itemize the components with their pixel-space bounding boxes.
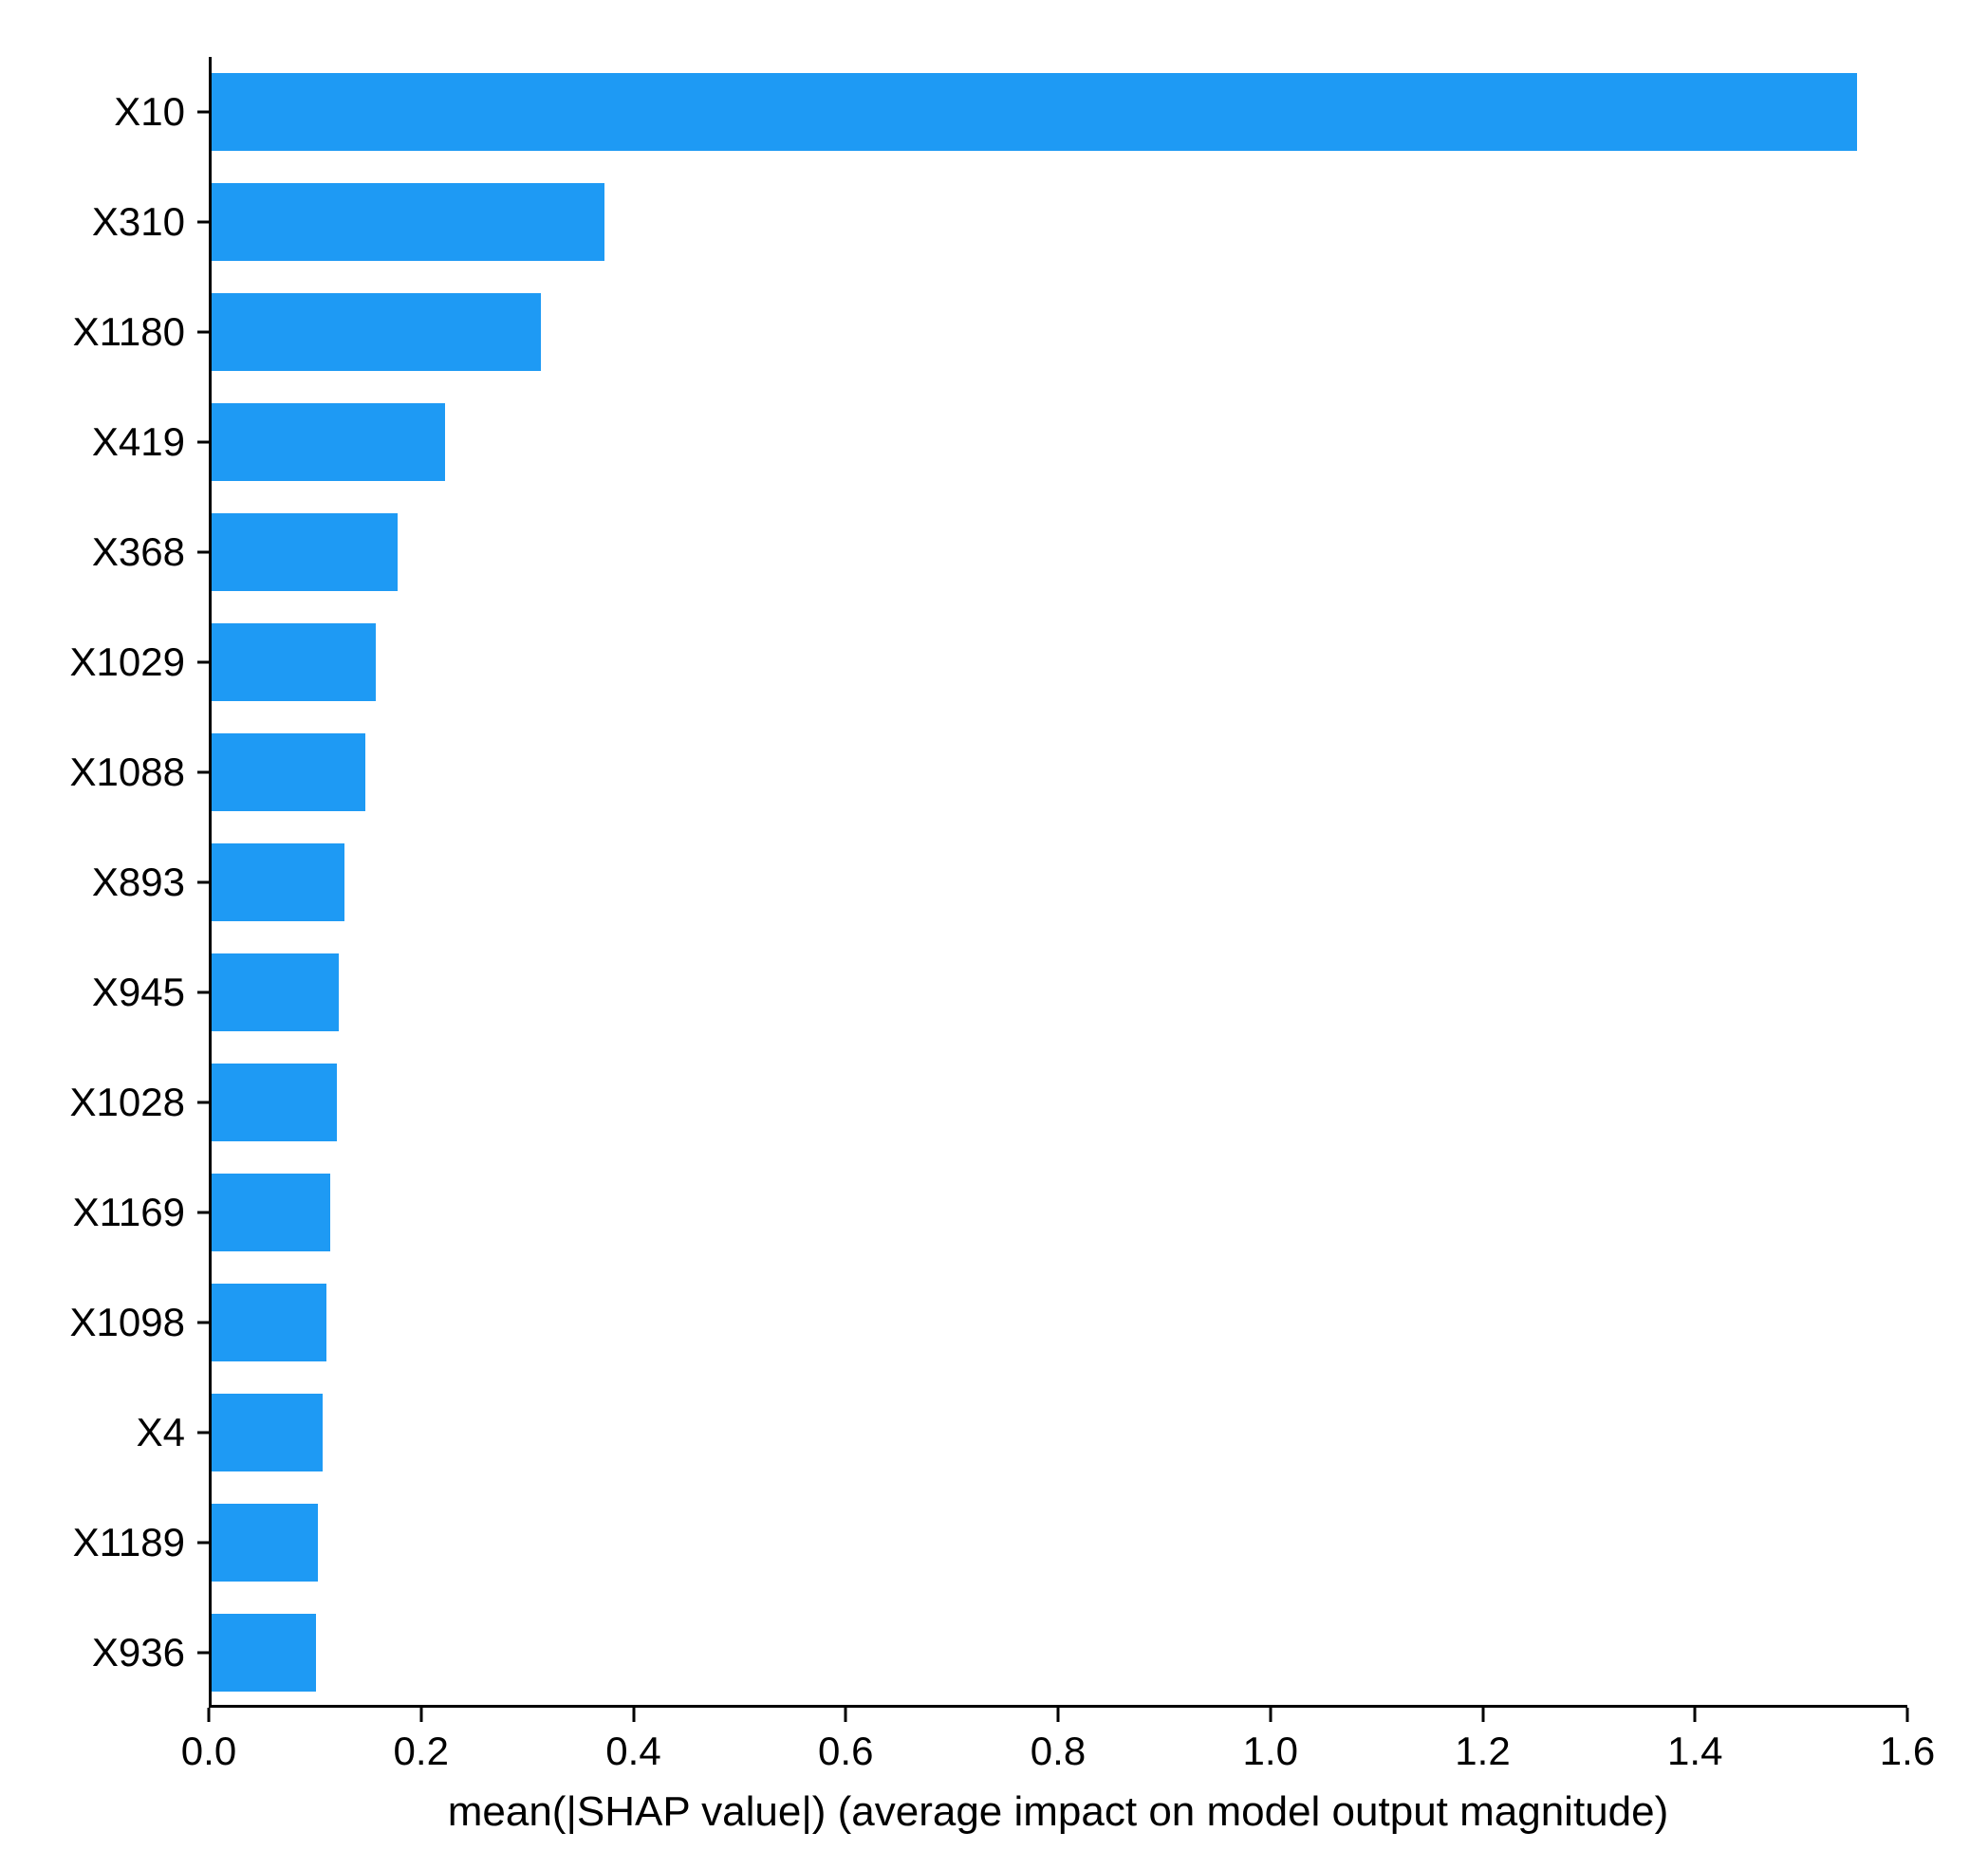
y-axis-label: X1029 <box>70 639 185 685</box>
y-tick <box>197 1101 212 1104</box>
x-tick-label: 1.2 <box>1455 1729 1510 1774</box>
y-axis-labels: X10 X310 X1180 X419 X368 X1029 X1088 X893 X945 X1… <box>38 57 199 1708</box>
bar-row <box>212 293 541 370</box>
y-tick <box>197 881 212 884</box>
bar-row <box>212 513 398 590</box>
y-axis-label: X893 <box>92 860 185 905</box>
bar-row <box>212 733 365 810</box>
bar-row <box>212 403 445 480</box>
x-tick <box>208 1708 211 1722</box>
y-tick <box>197 661 212 664</box>
y-axis-label: X1180 <box>73 309 185 355</box>
y-axis-label: X1098 <box>70 1300 185 1345</box>
y-axis-label: X419 <box>92 419 185 465</box>
y-tick <box>197 1652 212 1655</box>
y-axis-label: X4 <box>137 1410 185 1455</box>
bar-row <box>212 1504 318 1581</box>
x-tick-label: 1.6 <box>1880 1729 1935 1774</box>
plot-area <box>209 57 1907 1708</box>
bar-row <box>212 1394 323 1471</box>
y-axis-label: X1189 <box>73 1520 185 1565</box>
bar <box>212 733 365 810</box>
y-tick <box>197 771 212 774</box>
bar <box>212 73 1857 150</box>
x-axis-title: mean(|SHAP value|) (average impact on mo… <box>209 1788 1907 1836</box>
shap-bar-chart: X10 X310 X1180 X419 X368 X1029 X1088 X893 X945 X1… <box>38 57 1945 1841</box>
x-tick <box>419 1708 422 1722</box>
y-axis-label: X945 <box>92 970 185 1015</box>
y-axis-label: X1169 <box>73 1190 185 1235</box>
bar <box>212 403 445 480</box>
x-tick <box>1057 1708 1060 1722</box>
x-tick <box>632 1708 635 1722</box>
x-axis: mean(|SHAP value|) (average impact on mo… <box>209 1708 1907 1841</box>
x-tick <box>1269 1708 1272 1722</box>
bar-row <box>212 1614 316 1691</box>
x-tick-label: 0.8 <box>1031 1729 1086 1774</box>
bar <box>212 1394 323 1471</box>
bar-row <box>212 953 339 1030</box>
y-axis-label: X310 <box>92 199 185 245</box>
y-tick <box>197 1542 212 1545</box>
x-tick-label: 0.4 <box>605 1729 660 1774</box>
y-tick <box>197 111 212 114</box>
x-tick-label: 1.4 <box>1667 1729 1722 1774</box>
y-tick <box>197 1212 212 1214</box>
bar <box>212 293 541 370</box>
bar <box>212 1174 330 1250</box>
bar <box>212 1064 337 1140</box>
bar <box>212 623 376 700</box>
y-tick <box>197 441 212 444</box>
y-tick <box>197 551 212 554</box>
bar-row <box>212 843 344 920</box>
bar <box>212 953 339 1030</box>
bar <box>212 843 344 920</box>
y-axis-label: X936 <box>92 1630 185 1675</box>
y-tick <box>197 221 212 224</box>
y-axis-label: X368 <box>92 529 185 575</box>
y-tick <box>197 331 212 334</box>
y-axis-label: X1028 <box>70 1080 185 1125</box>
x-tick-label: 1.0 <box>1243 1729 1298 1774</box>
x-tick <box>845 1708 847 1722</box>
bar <box>212 1614 316 1691</box>
bar-row <box>212 623 376 700</box>
y-axis-label: X1088 <box>70 749 185 795</box>
bar-row <box>212 183 604 260</box>
bar-row <box>212 1284 326 1360</box>
bar-row <box>212 1064 337 1140</box>
x-tick <box>1481 1708 1484 1722</box>
x-tick-label: 0.6 <box>818 1729 873 1774</box>
bar-row <box>212 73 1857 150</box>
bar <box>212 1504 318 1581</box>
y-tick <box>197 1322 212 1324</box>
x-tick <box>1694 1708 1697 1722</box>
y-axis-label: X10 <box>114 89 185 135</box>
x-tick-label: 0.0 <box>181 1729 236 1774</box>
bar-row <box>212 1174 330 1250</box>
bar <box>212 183 604 260</box>
y-tick <box>197 991 212 994</box>
y-tick <box>197 1432 212 1434</box>
bar <box>212 1284 326 1360</box>
bar <box>212 513 398 590</box>
x-tick <box>1906 1708 1909 1722</box>
x-tick-label: 0.2 <box>394 1729 449 1774</box>
